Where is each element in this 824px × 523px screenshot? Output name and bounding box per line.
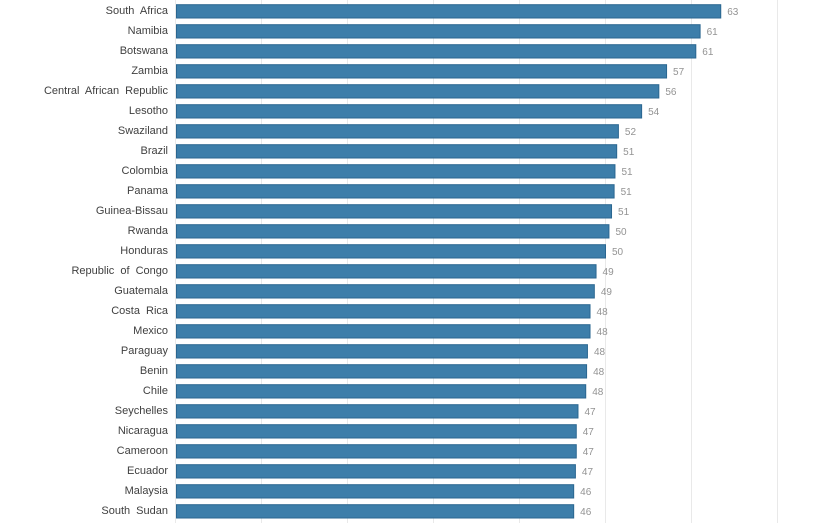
svg-text:51: 51 xyxy=(621,187,633,198)
svg-text:52: 52 xyxy=(625,127,637,138)
svg-text:Swaziland: Swaziland xyxy=(118,125,168,137)
svg-text:47: 47 xyxy=(584,407,596,418)
svg-text:50: 50 xyxy=(612,247,624,258)
svg-text:Panama: Panama xyxy=(127,185,169,197)
svg-text:Brazil: Brazil xyxy=(140,145,168,157)
svg-text:Lesotho: Lesotho xyxy=(129,105,168,117)
svg-text:61: 61 xyxy=(702,47,714,58)
svg-text:Guinea-Bissau: Guinea-Bissau xyxy=(96,205,168,217)
svg-text:Colombia: Colombia xyxy=(122,165,169,177)
svg-text:Central African Republic: Central African Republic xyxy=(44,85,169,97)
svg-text:Botswana: Botswana xyxy=(120,45,169,57)
svg-text:51: 51 xyxy=(618,207,630,218)
svg-text:Costa Rica: Costa Rica xyxy=(111,305,169,317)
svg-text:46: 46 xyxy=(580,507,592,518)
svg-text:Zambia: Zambia xyxy=(131,65,169,77)
svg-text:57: 57 xyxy=(673,67,685,78)
svg-text:Malaysia: Malaysia xyxy=(125,485,169,497)
svg-text:48: 48 xyxy=(592,387,604,398)
svg-text:48: 48 xyxy=(593,367,605,378)
svg-text:Benin: Benin xyxy=(140,365,168,377)
svg-text:South Africa: South Africa xyxy=(106,5,169,17)
svg-text:48: 48 xyxy=(594,347,606,358)
svg-text:Honduras: Honduras xyxy=(120,245,168,257)
svg-text:61: 61 xyxy=(707,27,719,38)
svg-text:54: 54 xyxy=(648,107,660,118)
svg-text:Paraguay: Paraguay xyxy=(121,345,169,357)
svg-text:48: 48 xyxy=(597,307,609,318)
svg-text:49: 49 xyxy=(601,287,613,298)
svg-text:Rwanda: Rwanda xyxy=(128,225,169,237)
svg-text:47: 47 xyxy=(582,467,594,478)
svg-text:49: 49 xyxy=(603,267,615,278)
svg-text:Chile: Chile xyxy=(143,385,168,397)
svg-text:48: 48 xyxy=(597,327,609,338)
svg-text:Mexico: Mexico xyxy=(133,325,168,337)
svg-text:Ecuador: Ecuador xyxy=(127,465,168,477)
svg-text:47: 47 xyxy=(583,427,595,438)
svg-text:56: 56 xyxy=(665,87,677,98)
svg-text:Guatemala: Guatemala xyxy=(114,285,169,297)
svg-text:Namibia: Namibia xyxy=(128,25,169,37)
svg-text:Nicaragua: Nicaragua xyxy=(118,425,169,437)
svg-text:South Sudan: South Sudan xyxy=(101,505,168,517)
svg-text:Cameroon: Cameroon xyxy=(117,445,168,457)
svg-text:47: 47 xyxy=(583,447,595,458)
svg-text:Republic of Congo: Republic of Congo xyxy=(71,265,168,277)
svg-text:Seychelles: Seychelles xyxy=(115,405,169,417)
svg-text:51: 51 xyxy=(623,147,635,158)
svg-text:50: 50 xyxy=(615,227,627,238)
svg-text:46: 46 xyxy=(580,487,592,498)
svg-text:51: 51 xyxy=(621,167,633,178)
svg-text:63: 63 xyxy=(727,7,739,18)
